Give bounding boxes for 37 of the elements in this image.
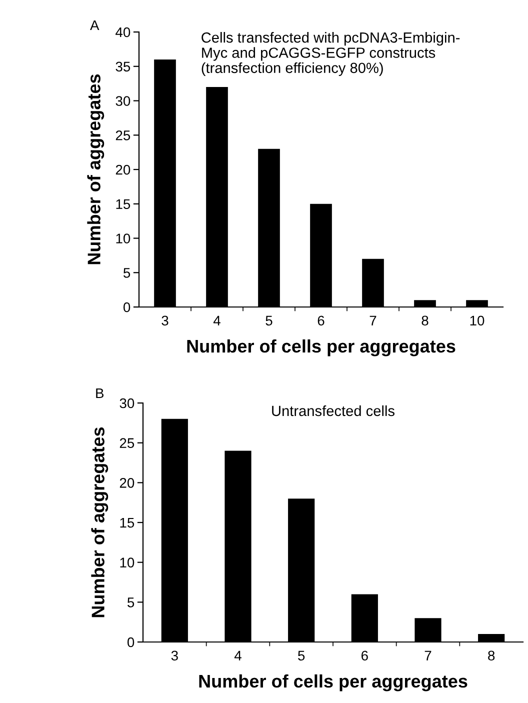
y-axis-title: Number of aggregates (87, 74, 104, 264)
y-tick-label: 40 (116, 27, 130, 38)
y-tick-label: 10 (120, 558, 134, 568)
y-tick-label: 30 (116, 96, 130, 106)
x-tick-label: 6 (318, 316, 324, 326)
y-tick-label: 15 (116, 199, 130, 210)
y-tick-label: 25 (116, 130, 130, 140)
x-tick-label: 4 (234, 650, 242, 660)
x-axis-title: Number of cells per aggregates (187, 339, 456, 356)
x-tick-label: 7 (370, 316, 376, 326)
x-axis-title: Number of cells per aggregates (199, 674, 468, 692)
y-axis-title: Number of aggregates (91, 427, 108, 618)
x-tick-label: 3 (171, 650, 178, 661)
x-tick-label: 7 (424, 650, 432, 660)
y-tick-label: 0 (123, 302, 130, 312)
annotation: Cells transfected with pcDNA3-Embigin- Myc and pCAGGS-EGFP constructs (transfection efficiency 80%) (202, 32, 460, 76)
y-tick-label: 5 (124, 268, 130, 278)
x-tick-label: 5 (298, 650, 305, 661)
y-tick-label: 5 (128, 598, 134, 608)
chart-title: A (90, 20, 100, 30)
x-tick-label: 6 (362, 650, 368, 661)
annotation: Untransfected cells (272, 405, 394, 416)
y-tick-label: 15 (120, 518, 134, 528)
y-tick-label: 0 (127, 637, 134, 648)
y-tick-label: 20 (120, 478, 134, 488)
x-tick-label: 8 (422, 316, 428, 326)
x-tick-label: 5 (266, 316, 272, 326)
x-tick-label: 4 (213, 316, 220, 326)
y-tick-label: 35 (116, 62, 130, 72)
y-tick-label: 30 (120, 398, 134, 408)
x-tick-label: 10 (470, 316, 484, 326)
y-tick-label: 25 (120, 438, 134, 448)
chart-title: B (96, 388, 104, 398)
y-tick-label: 20 (116, 164, 130, 175)
x-tick-label: 8 (488, 650, 495, 661)
y-tick-label: 10 (116, 234, 130, 244)
x-tick-label: 3 (162, 316, 168, 326)
